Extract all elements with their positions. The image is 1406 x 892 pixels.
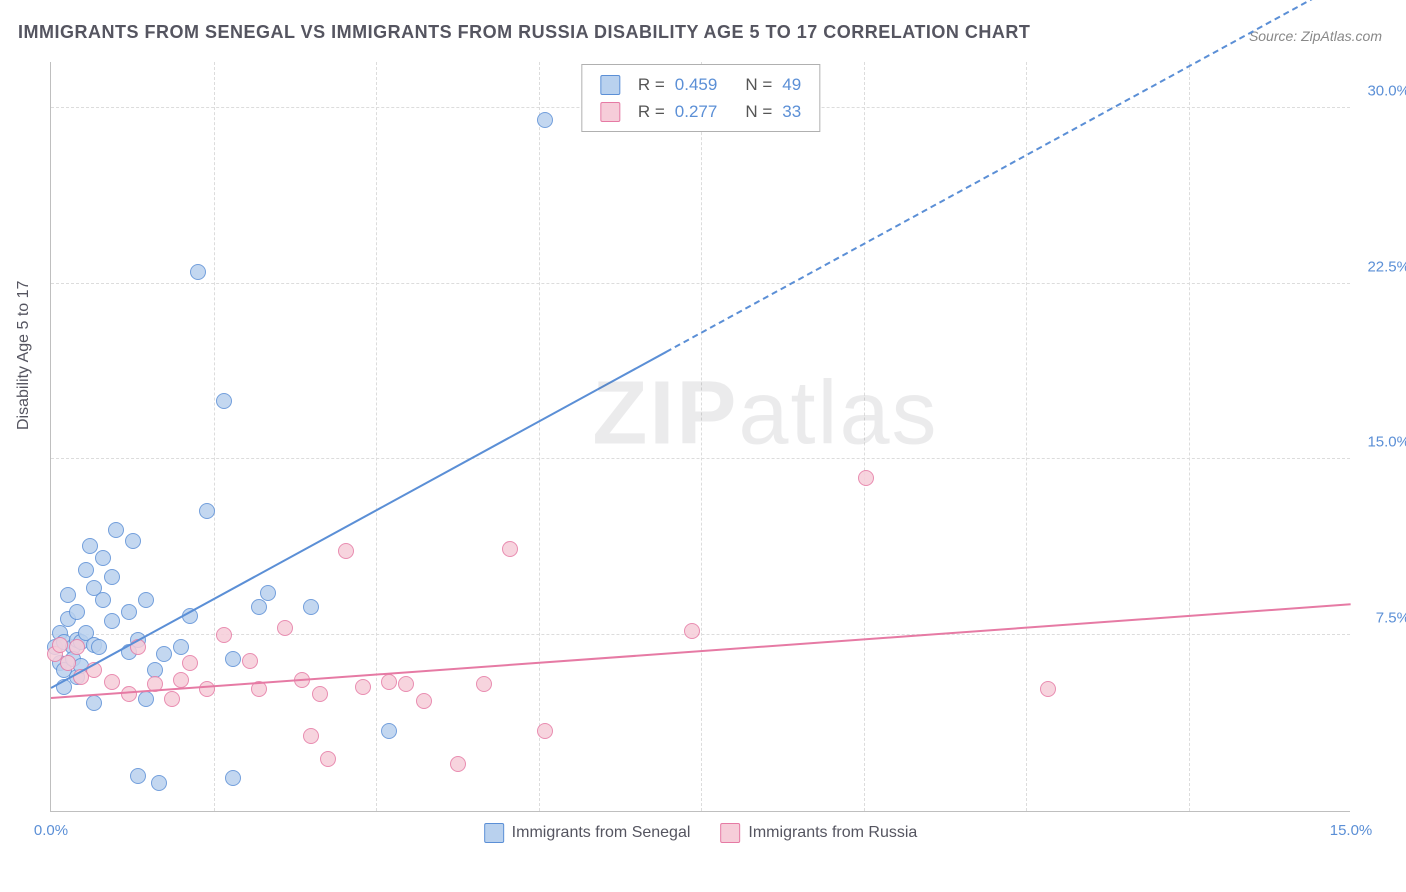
data-point — [60, 655, 76, 671]
data-point — [858, 470, 874, 486]
trend-line — [666, 0, 1352, 353]
data-point — [69, 604, 85, 620]
data-point — [151, 775, 167, 791]
data-point — [121, 686, 137, 702]
r-value: 0.459 — [675, 71, 718, 98]
n-label: N = — [745, 71, 772, 98]
data-point — [225, 770, 241, 786]
data-point — [52, 637, 68, 653]
data-point — [130, 768, 146, 784]
data-point — [355, 679, 371, 695]
data-point — [476, 676, 492, 692]
data-point — [156, 646, 172, 662]
data-point — [82, 538, 98, 554]
legend-swatch — [600, 102, 620, 122]
chart-title: IMMIGRANTS FROM SENEGAL VS IMMIGRANTS FR… — [18, 22, 1030, 43]
data-point — [121, 604, 137, 620]
watermark-light: atlas — [738, 364, 938, 464]
gridline-vertical — [1189, 62, 1190, 811]
x-tick-label: 15.0% — [1330, 822, 1373, 839]
y-tick-label: 22.5% — [1355, 258, 1406, 275]
data-point — [199, 503, 215, 519]
data-point — [86, 695, 102, 711]
gridline-vertical — [376, 62, 377, 811]
correlation-row: R = 0.277 N = 33 — [600, 98, 801, 125]
data-point — [537, 112, 553, 128]
x-tick-label: 0.0% — [34, 822, 68, 839]
watermark: ZIPatlas — [592, 363, 938, 466]
data-point — [91, 639, 107, 655]
data-point — [303, 599, 319, 615]
data-point — [125, 533, 141, 549]
legend-label: Immigrants from Russia — [748, 824, 917, 841]
legend-item: Immigrants from Russia — [720, 823, 917, 843]
data-point — [1040, 681, 1056, 697]
r-label: R = — [638, 98, 665, 125]
gridline-vertical — [1026, 62, 1027, 811]
y-tick-label: 30.0% — [1355, 82, 1406, 99]
n-value: 33 — [782, 98, 801, 125]
data-point — [95, 592, 111, 608]
trend-line — [51, 351, 667, 689]
n-label: N = — [745, 98, 772, 125]
data-point — [312, 686, 328, 702]
correlation-row: R = 0.459 N = 49 — [600, 71, 801, 98]
y-axis-label: Disability Age 5 to 17 — [15, 281, 33, 430]
source-credit: Source: ZipAtlas.com — [1249, 28, 1382, 44]
data-point — [182, 655, 198, 671]
data-point — [164, 691, 180, 707]
gridline-vertical — [214, 62, 215, 811]
r-label: R = — [638, 71, 665, 98]
data-point — [216, 627, 232, 643]
n-value: 49 — [782, 71, 801, 98]
data-point — [450, 756, 466, 772]
data-point — [537, 723, 553, 739]
data-point — [260, 585, 276, 601]
data-point — [242, 653, 258, 669]
data-point — [199, 681, 215, 697]
data-point — [60, 587, 76, 603]
plot-area: ZIPatlas R = 0.459N = 49R = 0.277N = 33 … — [50, 62, 1350, 812]
data-point — [78, 562, 94, 578]
data-point — [104, 613, 120, 629]
data-point — [398, 676, 414, 692]
data-point — [381, 674, 397, 690]
legend-swatch — [484, 823, 504, 843]
legend-swatch — [720, 823, 740, 843]
data-point — [251, 599, 267, 615]
data-point — [225, 651, 241, 667]
data-point — [69, 639, 85, 655]
data-point — [416, 693, 432, 709]
data-point — [320, 751, 336, 767]
data-point — [104, 569, 120, 585]
data-point — [173, 672, 189, 688]
legend-swatch — [600, 75, 620, 95]
data-point — [338, 543, 354, 559]
data-point — [277, 620, 293, 636]
data-point — [104, 674, 120, 690]
gridline-vertical — [539, 62, 540, 811]
legend-item: Immigrants from Senegal — [484, 823, 691, 843]
data-point — [502, 541, 518, 557]
gridline-vertical — [701, 62, 702, 811]
data-point — [108, 522, 124, 538]
correlation-legend: R = 0.459 N = 49 R = 0.277 N = 33 — [581, 64, 820, 132]
data-point — [303, 728, 319, 744]
data-point — [173, 639, 189, 655]
data-point — [216, 393, 232, 409]
series-legend: Immigrants from Senegal Immigrants from R… — [484, 823, 918, 843]
data-point — [190, 264, 206, 280]
y-tick-label: 15.0% — [1355, 434, 1406, 451]
y-tick-label: 7.5% — [1355, 610, 1406, 627]
legend-label: Immigrants from Senegal — [512, 824, 691, 841]
data-point — [381, 723, 397, 739]
gridline-vertical — [864, 62, 865, 811]
r-value: 0.277 — [675, 98, 718, 125]
data-point — [95, 550, 111, 566]
data-point — [684, 623, 700, 639]
data-point — [138, 691, 154, 707]
data-point — [138, 592, 154, 608]
